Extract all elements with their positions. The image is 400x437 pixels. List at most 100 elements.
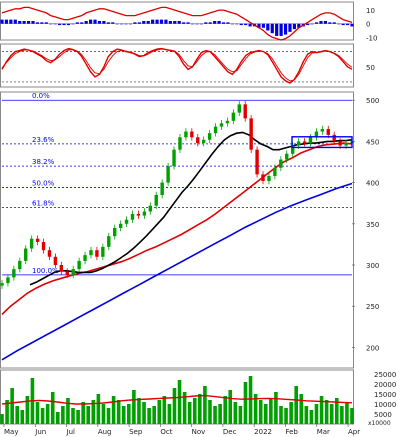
volume-bar: [198, 394, 202, 424]
price-candle: [184, 131, 188, 138]
volume-bar: [55, 412, 60, 424]
volume-bar: [289, 402, 293, 424]
price-candle: [273, 167, 277, 177]
macd-histogram-bar: [319, 21, 323, 24]
macd-histogram-bar: [328, 22, 332, 24]
macd-histogram-bar: [13, 19, 17, 24]
macd-histogram-bar: [4, 19, 9, 24]
volume-bar: [263, 404, 268, 424]
price-candle: [136, 213, 141, 216]
macd-histogram-bar: [177, 21, 181, 24]
price-consolidation-box: [291, 136, 353, 149]
volume-bar: [40, 408, 45, 424]
volume-bar: [269, 398, 273, 424]
price-y-tick-label: 500: [366, 97, 379, 105]
fibonacci-level-label: 100.0%: [32, 267, 59, 275]
fibonacci-level-label: 50.0%: [32, 180, 55, 188]
price-candle: [12, 269, 16, 278]
volume-bar: [279, 406, 283, 424]
macd-histogram-bar: [124, 23, 128, 25]
volume-bar: [223, 396, 227, 424]
macd-histogram-bar: [40, 22, 44, 24]
volume-bar: [111, 396, 116, 424]
macd-histogram-bar: [62, 23, 66, 26]
volume-bar: [238, 406, 243, 424]
macd-histogram-bar: [155, 19, 159, 24]
volume-bar: [258, 400, 263, 424]
volume-bar: [243, 382, 248, 424]
x-tick-label: May: [4, 428, 18, 436]
macd-histogram-bar: [292, 23, 297, 30]
macd-histogram-bar: [120, 23, 124, 25]
price-candle: [65, 271, 69, 275]
volume-bar: [294, 386, 299, 424]
macd-y-tick-label: 10: [366, 7, 375, 15]
macd-panel-frame: [0, 1, 354, 41]
macd-histogram-bar: [159, 19, 164, 24]
macd-histogram-bar: [341, 23, 345, 26]
price-candle: [118, 223, 123, 228]
x-tick-label: Apr: [348, 428, 360, 436]
macd-histogram-bar: [345, 23, 350, 26]
price-candle: [285, 153, 289, 160]
volume-bar: [76, 410, 80, 424]
volume-bar: [45, 404, 50, 424]
x-tick-label: Aug: [98, 428, 112, 436]
volume-bar: [106, 408, 111, 424]
fibonacci-level-label: 23.6%: [32, 136, 55, 144]
price-candle: [172, 149, 176, 167]
macd-histogram-bar: [26, 21, 31, 24]
macd-histogram-bar: [22, 21, 26, 24]
price-y-tick-label: 300: [366, 262, 379, 270]
price-candle: [160, 182, 164, 195]
price-candle: [207, 133, 212, 140]
volume-bar: [284, 408, 288, 424]
volume-bar: [319, 396, 324, 424]
macd-histogram-bar: [248, 23, 252, 27]
volume-bar: [61, 406, 65, 424]
price-candle: [95, 250, 99, 257]
macd-histogram-bar: [199, 23, 203, 25]
price-candle: [41, 241, 46, 251]
volume-bar: [20, 410, 25, 424]
volume-y-tick-label: 20000: [374, 381, 396, 389]
macd-histogram-bar: [84, 21, 88, 24]
macd-histogram-bar: [18, 21, 22, 24]
macd-histogram-bar: [49, 23, 53, 25]
price-candle: [124, 219, 129, 224]
price-candle: [0, 283, 4, 286]
macd-histogram-bar: [137, 22, 141, 24]
volume-bar: [182, 392, 187, 424]
macd-histogram-bar: [182, 22, 186, 24]
macd-histogram-bar: [314, 22, 319, 24]
macd-histogram-bar: [204, 22, 208, 24]
volume-bar: [10, 388, 14, 424]
price-candle: [148, 205, 153, 212]
price-candle: [166, 166, 170, 183]
macd-histogram-bar: [261, 23, 265, 28]
macd-histogram-bar: [102, 21, 106, 24]
volume-bar: [324, 400, 329, 424]
volume-bar: [309, 410, 314, 424]
macd-histogram-bar: [106, 22, 110, 24]
price-candle: [18, 260, 22, 270]
price-candle: [89, 250, 93, 256]
price-candle: [225, 120, 230, 124]
price-y-tick-label: 250: [366, 303, 379, 311]
volume-ma-line: [1, 394, 353, 405]
price-candle: [101, 246, 105, 257]
volume-bar: [228, 390, 233, 424]
volume-bar: [127, 404, 131, 424]
macd-histogram-bar: [217, 21, 221, 24]
volume-bar: [187, 402, 192, 424]
price-candle: [178, 137, 182, 150]
volume-bar: [203, 386, 207, 424]
ma-mid-line: [1, 142, 353, 315]
price-candle: [24, 248, 28, 261]
x-tick-label: Nov: [192, 428, 206, 436]
volume-bar: [142, 402, 146, 424]
price-candle: [130, 213, 135, 220]
macd-histogram-bar: [66, 23, 71, 26]
price-candle: [302, 141, 307, 144]
price-candle: [142, 211, 147, 216]
